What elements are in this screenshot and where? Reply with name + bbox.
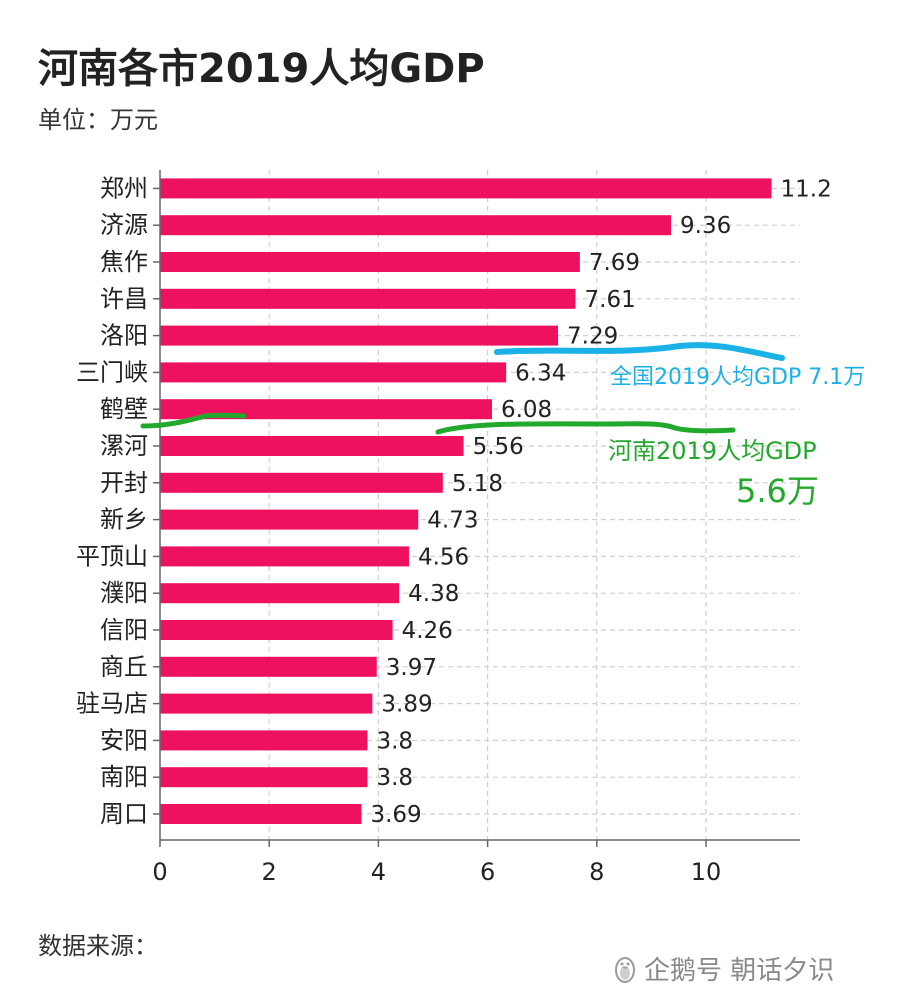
labels-layer: 郑州 11.2 济源 9.36 焦作 7.69 许昌 7.61 洛阳 7.29 三门峡 6.34 鹤壁 6… (76, 174, 832, 886)
henan-gdp-marker-left (140, 412, 247, 429)
category-label: 信阳 (100, 616, 148, 644)
value-label: 6.34 (515, 360, 566, 386)
value-label: 5.18 (452, 471, 503, 497)
national-gdp-annotation: 全国2019人均GDP 7.1万 (610, 365, 865, 390)
x-tick-label: 8 (589, 858, 604, 886)
bar (160, 288, 576, 309)
category-label: 鹤壁 (100, 395, 148, 423)
bar (160, 509, 419, 530)
category-label: 洛阳 (100, 322, 148, 350)
bar (160, 215, 672, 236)
unit-label: 单位：万元 (38, 106, 158, 134)
category-label: 开封 (100, 469, 148, 497)
bar (160, 620, 393, 640)
bar (160, 730, 368, 751)
bar (160, 583, 400, 604)
category-label: 三门峡 (76, 358, 148, 386)
x-tick-label: 10 (691, 858, 722, 886)
henan-gdp-marker-right (435, 421, 736, 435)
category-label: 焦作 (100, 248, 148, 276)
category-label: 驻马店 (76, 690, 148, 718)
bar (160, 436, 464, 456)
value-label: 3.8 (376, 765, 413, 791)
bar (160, 767, 368, 788)
category-label: 安阳 (100, 726, 148, 754)
chart-title: 河南各市2019人均GDP (38, 46, 485, 92)
henan-gdp-value-annotation: 5.6万 (736, 472, 819, 510)
category-label: 濮阳 (100, 579, 148, 607)
value-label: 4.73 (427, 508, 478, 534)
national-gdp-marker-line (494, 342, 785, 361)
value-label: 3.89 (381, 692, 432, 718)
value-label: 4.56 (418, 544, 469, 570)
category-label: 周口 (100, 800, 148, 828)
value-label: 7.61 (585, 287, 636, 313)
value-label: 4.38 (408, 581, 459, 607)
bar (160, 804, 362, 824)
axis-layer (153, 170, 800, 847)
bar (160, 546, 409, 567)
category-label: 济源 (100, 211, 148, 239)
category-label: 平顶山 (76, 542, 148, 570)
bar (160, 472, 443, 493)
value-label: 3.8 (376, 728, 413, 754)
bar (160, 693, 373, 714)
x-tick-label: 2 (262, 858, 277, 886)
x-tick-label: 0 (152, 858, 167, 886)
bar (160, 362, 507, 383)
category-label: 许昌 (100, 285, 148, 313)
bar (160, 178, 772, 199)
value-label: 11.2 (781, 176, 832, 202)
value-label: 6.08 (501, 397, 552, 423)
category-label: 郑州 (100, 174, 148, 202)
value-label: 4.26 (402, 618, 453, 644)
value-label: 3.97 (386, 655, 437, 681)
bar (160, 656, 377, 677)
category-label: 漯河 (100, 432, 148, 460)
source-label: 数据来源： (38, 932, 158, 960)
watermark-text: 企鹅号 朝话夕识 (644, 956, 835, 986)
x-tick-label: 4 (371, 858, 386, 886)
category-label: 南阳 (100, 763, 148, 791)
henan-gdp-annotation: 河南2019人均GDP (608, 437, 817, 465)
x-tick-label: 6 (480, 858, 495, 886)
category-label: 商丘 (100, 653, 148, 681)
value-label: 3.69 (370, 802, 421, 828)
value-label: 7.29 (567, 324, 618, 350)
bar (160, 325, 559, 346)
value-label: 9.36 (680, 213, 731, 239)
value-label: 5.56 (473, 434, 524, 460)
bar (160, 252, 580, 272)
bars-layer (160, 178, 772, 824)
value-label: 7.69 (589, 250, 640, 276)
penguin-logo-icon (615, 956, 635, 983)
watermark: 企鹅号 朝话夕识 (612, 950, 834, 987)
category-label: 新乡 (100, 506, 148, 534)
